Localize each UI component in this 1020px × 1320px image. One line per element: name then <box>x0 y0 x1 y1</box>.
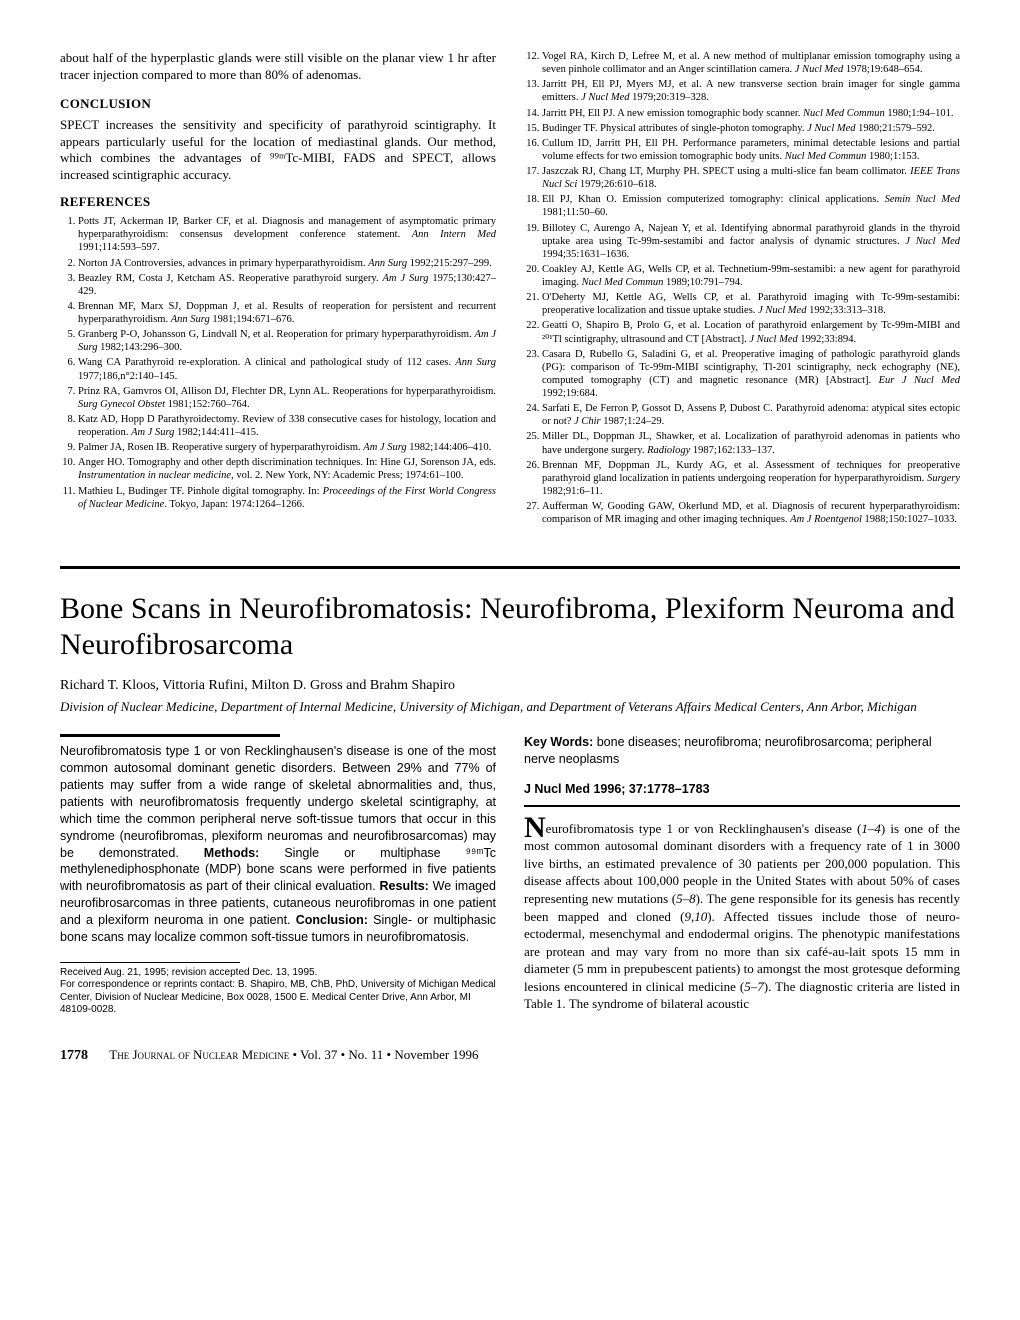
reference-item: Casara D, Rubello G, Saladini G, et al. … <box>542 348 960 401</box>
article-divider <box>60 566 960 569</box>
reference-item: Katz AD, Hopp D Parathyroidectomy. Revie… <box>78 413 496 439</box>
intro-paragraph: Neurofibromatosis type 1 or von Reckling… <box>524 820 960 1013</box>
reference-item: Aufferman W, Gooding GAW, Okerlund MD, e… <box>542 500 960 526</box>
reference-item: Brennan MF, Doppman JL, Kurdy AG, et al.… <box>542 459 960 498</box>
footnote-correspondence: For correspondence or reprints contact: … <box>60 979 496 1017</box>
reference-item: Miller DL, Doppman JL, Shawker, et al. L… <box>542 430 960 456</box>
conclusion-heading: CONCLUSION <box>60 96 496 113</box>
continuation-text: about half of the hyperplastic glands we… <box>60 50 496 84</box>
reference-item: Anger HO. Tomography and other depth dis… <box>78 456 496 482</box>
reference-item: Ell PJ, Khan O. Emission computerized to… <box>542 193 960 219</box>
article-affiliation: Division of Nuclear Medicine, Department… <box>60 699 960 716</box>
reference-item: Wang CA Parathyroid re-exploration. A cl… <box>78 356 496 382</box>
reference-item: Coakley AJ, Kettle AG, Wells CP, et al. … <box>542 263 960 289</box>
reference-item: Norton JA Controversies, advances in pri… <box>78 257 496 270</box>
page-footer: 1778 The Journal of Nuclear Medicine • V… <box>60 1047 960 1065</box>
abstract-columns: Neurofibromatosis type 1 or von Reckling… <box>60 734 960 1021</box>
abstract-top-rule <box>60 734 280 737</box>
reference-item: Jaszczak RJ, Chang LT, Murphy PH. SPECT … <box>542 165 960 191</box>
abstract-text: Neurofibromatosis type 1 or von Reckling… <box>60 743 496 946</box>
reference-item: Beazley RM, Costa J, Ketcham AS. Reopera… <box>78 272 496 298</box>
footer-journal: The Journal of Nuclear Medicine <box>109 1047 289 1062</box>
journal-reference: J Nucl Med 1996; 37:1778–1783 <box>524 781 960 797</box>
article-title: Bone Scans in Neurofibromatosis: Neurofi… <box>60 591 960 663</box>
reference-item: Mathieu L, Budinger TF. Pinhole digital … <box>78 485 496 511</box>
reference-item: Palmer JA, Rosen IB. Reoperative surgery… <box>78 441 496 454</box>
reference-item: Vogel RA, Kirch D, Lefree M, et al. A ne… <box>542 50 960 76</box>
reference-item: Jarritt PH, Ell PJ. A new emission tomog… <box>542 107 960 120</box>
reference-item: Sarfati E, De Ferron P, Gossot D, Assens… <box>542 402 960 428</box>
upper-article-block: about half of the hyperplastic glands we… <box>60 50 960 526</box>
footer-issue: • Vol. 37 • No. 11 • November 1996 <box>289 1047 478 1062</box>
reference-item: Jarritt PH, Ell PJ, Myers MJ, et al. A n… <box>542 78 960 104</box>
reference-item: Granberg P-O, Johansson G, Lindvall N, e… <box>78 328 496 354</box>
conclusion-text: SPECT increases the sensitivity and spec… <box>60 117 496 185</box>
reference-item: Potts JT, Ackerman IP, Barker CF, et al.… <box>78 215 496 254</box>
footnote-rule <box>60 962 240 963</box>
reference-item: Prinz RA, Gamvros OI, Allison DJ, Flecht… <box>78 385 496 411</box>
page-number: 1778 <box>60 1048 88 1063</box>
abstract-bottom-rule <box>524 805 960 807</box>
reference-item: Brennan MF, Marx SJ, Doppman J, et al. R… <box>78 300 496 326</box>
reference-item: Budinger TF. Physical attributes of sing… <box>542 122 960 135</box>
keywords: Key Words: bone diseases; neurofibroma; … <box>524 734 960 768</box>
reference-item: Geatti O, Shapiro B, Prolo G, et al. Loc… <box>542 319 960 345</box>
reference-item: Cullum ID, Jarritt PH, Ell PH. Performan… <box>542 137 960 163</box>
footnote-received: Received Aug. 21, 1995; revision accepte… <box>60 967 496 980</box>
reference-item: Billotey C, Aurengo A, Najean Y, et al. … <box>542 222 960 261</box>
reference-item: O'Deherty MJ, Kettle AG, Wells CP, et al… <box>542 291 960 317</box>
references-heading: REFERENCES <box>60 194 496 211</box>
keywords-label: Key Words: <box>524 735 593 749</box>
article-authors: Richard T. Kloos, Vittoria Rufini, Milto… <box>60 677 960 695</box>
